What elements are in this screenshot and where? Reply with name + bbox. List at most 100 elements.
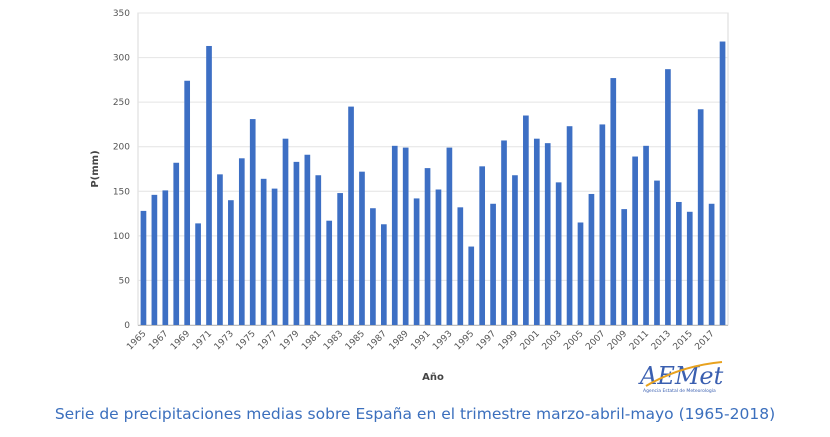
bar-1967 <box>162 190 169 325</box>
bar-1998 <box>501 140 507 325</box>
bar-1997 <box>490 203 496 325</box>
bar-2009 <box>621 209 628 325</box>
y-tick-label: 200 <box>113 143 130 153</box>
y-tick-labels: 0 50 100 150 200 250 300 350 <box>113 9 130 331</box>
x-tick-label: 1983 <box>322 329 345 352</box>
aemet-logo-subtitle: Agencia Estatal de Meteorología <box>643 387 716 394</box>
x-tick-label: 1991 <box>409 329 432 352</box>
bar-2004 <box>566 126 573 326</box>
bar-2017 <box>708 203 715 325</box>
x-tick-label: 1979 <box>278 329 301 352</box>
bar-1994 <box>457 207 464 325</box>
y-tick-label: 250 <box>113 98 130 108</box>
bar-1995 <box>468 246 475 325</box>
bar-1993 <box>446 147 453 325</box>
bar-1977 <box>271 188 278 325</box>
bar-1975 <box>249 119 256 325</box>
bar-2007 <box>599 124 606 326</box>
bar-1992 <box>435 189 442 325</box>
logo-swoosh-icon <box>645 361 723 387</box>
x-tick-label: 2013 <box>650 329 673 352</box>
bar-2015 <box>686 211 693 325</box>
aemet-logo: AEMet Agencia Estatal de Meteorología <box>638 361 724 394</box>
x-tick-label: 2011 <box>628 329 651 352</box>
x-tick-label: 1965 <box>125 329 148 352</box>
bar-1970 <box>195 223 201 325</box>
y-tick-label: 50 <box>119 276 131 286</box>
bar-2012 <box>654 180 660 325</box>
figure-caption: Serie de precipitaciones medias sobre Es… <box>54 405 776 423</box>
bar-2006 <box>588 193 595 325</box>
bar-1983 <box>337 193 343 325</box>
x-tick-label: 1997 <box>475 329 498 352</box>
bar-1980 <box>304 154 311 325</box>
bar-2001 <box>533 138 540 325</box>
x-tick-label: 1989 <box>388 329 411 352</box>
bar-2010 <box>632 156 638 325</box>
y-tick-label: 100 <box>113 232 130 242</box>
x-tick-label: 1985 <box>344 329 367 352</box>
y-tick-label: 150 <box>113 187 130 197</box>
x-tick-label: 2017 <box>693 329 716 352</box>
bar-1976 <box>260 178 267 325</box>
bar-2003 <box>555 182 562 325</box>
bar-1996 <box>479 166 486 325</box>
bar-1973 <box>228 200 234 325</box>
x-tick-label: 1999 <box>497 329 520 352</box>
x-tick-label: 1977 <box>256 329 279 352</box>
bar-1982 <box>326 220 333 325</box>
bar-1981 <box>315 175 322 325</box>
x-tick-label: 1987 <box>366 329 389 352</box>
x-tick-label: 2001 <box>519 329 542 352</box>
bar-2014 <box>675 201 682 325</box>
y-tick-label: 300 <box>113 54 130 64</box>
bar-1968 <box>173 162 180 325</box>
bar-1986 <box>370 208 376 325</box>
bar-1999 <box>512 175 518 325</box>
bar-2000 <box>523 115 529 325</box>
x-tick-label: 2009 <box>606 329 629 352</box>
bar-1990 <box>413 198 420 325</box>
bar-1985 <box>359 171 365 325</box>
x-tick-labels: 1965196719691971197319751977197919811983… <box>125 329 716 352</box>
gridlines <box>138 12 728 281</box>
y-axis-title: P(mm) <box>90 150 101 187</box>
bar-1965 <box>140 210 147 325</box>
bar-2008 <box>610 78 617 325</box>
bar-1984 <box>348 106 354 325</box>
aemet-logo-text: AEMet <box>638 362 724 390</box>
bar-2002 <box>544 143 551 325</box>
bar-2018 <box>719 41 726 325</box>
x-tick-label: 1995 <box>453 329 476 352</box>
bar-2016 <box>697 109 704 326</box>
bar-1969 <box>184 80 191 325</box>
x-axis-title: Año <box>422 372 444 383</box>
bar-1991 <box>424 168 431 325</box>
bar-2011 <box>643 145 649 325</box>
y-tick-label: 0 <box>124 321 130 331</box>
bar-1972 <box>217 174 223 325</box>
x-tick-label: 1993 <box>431 329 454 352</box>
y-tick-label: 350 <box>113 9 130 19</box>
x-tick-label: 1967 <box>147 329 170 352</box>
bar-1966 <box>151 194 158 325</box>
bar-1978 <box>282 138 289 325</box>
x-tick-label: 1971 <box>191 329 214 352</box>
plot-area-border <box>137 12 729 326</box>
x-tick-label: 2007 <box>584 329 607 352</box>
bar-1971 <box>206 45 212 325</box>
x-tick-label: 1981 <box>300 329 323 352</box>
bar-1974 <box>238 158 245 325</box>
bar-1987 <box>380 224 387 325</box>
x-tick-label: 1973 <box>213 329 236 352</box>
bar-1988 <box>391 145 398 325</box>
x-tick-label: 1969 <box>169 329 192 352</box>
bar-2013 <box>665 69 671 325</box>
bar-1989 <box>402 147 409 325</box>
x-tick-label: 2005 <box>562 329 585 352</box>
x-tick-label: 2003 <box>541 329 564 352</box>
bar-1979 <box>293 161 300 325</box>
x-tick-label: 1975 <box>235 329 258 352</box>
bar-2005 <box>577 222 584 325</box>
